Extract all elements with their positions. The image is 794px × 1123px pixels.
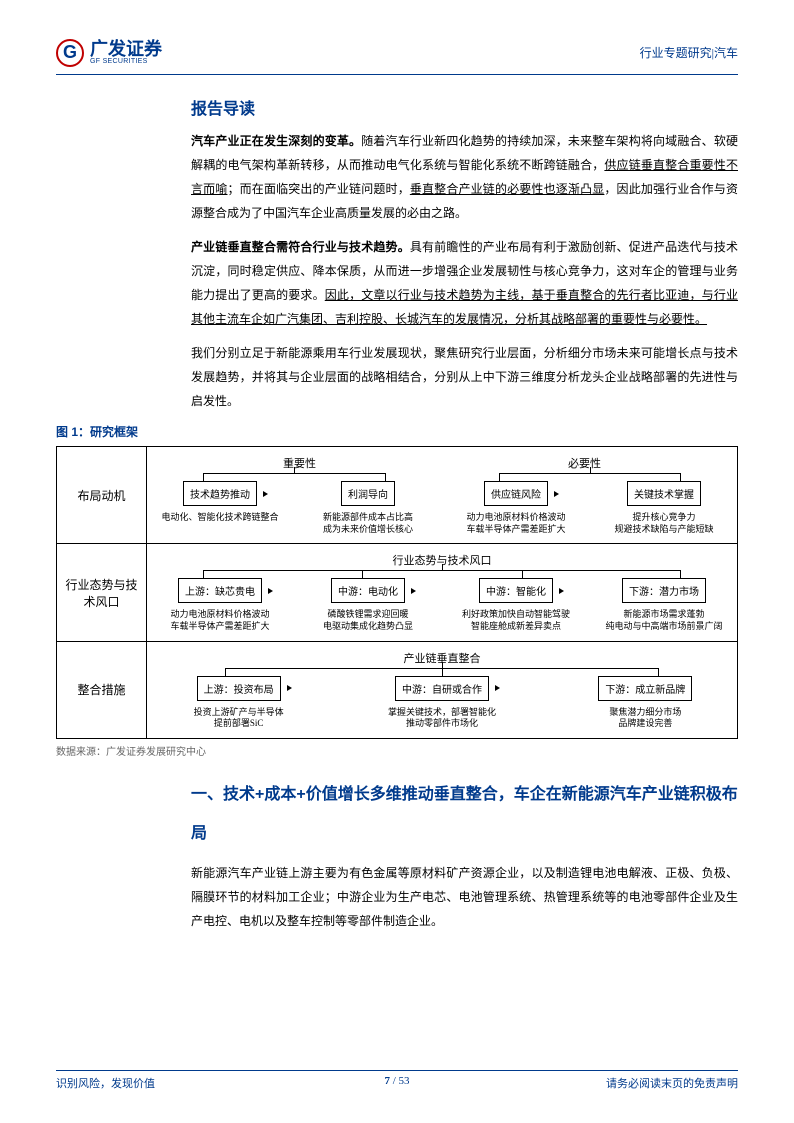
intro-title: 报告导读 [191, 95, 738, 119]
row1-sub-2: 新能源部件成本占比高成为未来价值增长核心 [323, 512, 413, 535]
row2-sub-1: 动力电池原材料价格波动车载半导体产需差距扩大 [170, 609, 269, 632]
page-number: 7 / 53 [384, 1075, 409, 1087]
row3-box-1: 上游：投资布局 [197, 676, 281, 701]
intro-para-1: 汽车产业正在发生深刻的变革。随着汽车行业新四化趋势的持续加深，未来整车架构将向域… [191, 129, 738, 225]
row2-sub-2: 磷酸铁锂需求迎回暖电驱动集成化趋势凸显 [323, 609, 413, 632]
row1-header-left: 重要性 [157, 455, 442, 471]
footer-right: 请务必阅读末页的免责声明 [606, 1075, 738, 1091]
diagram-row-1: 布局动机 重要性 必要性 技术趋势 [57, 447, 737, 544]
diagram-row-2: 行业态势与技术风口 行业态势与技术风口 上游：缺芯贵电 动力电池原材料价格波动车… [57, 544, 737, 641]
row1-sub-4: 提升核心竞争力规避技术缺陷与产能短缺 [614, 512, 713, 535]
figure-source: 数据来源：广发证券发展研究中心 [56, 743, 738, 758]
header-category: 行业专题研究|汽车 [640, 44, 738, 61]
figure-caption: 图 1：研究框架 [56, 423, 738, 440]
logo-en-text: GF SECURITIES [90, 58, 162, 65]
logo-mark: G [56, 39, 84, 67]
row2-sub-3: 利好政策加快自动智能驾驶智能座舱成新差异卖点 [462, 609, 570, 632]
row2-box-3: 中游：智能化 [479, 578, 553, 603]
footer-left: 识别风险，发现价值 [56, 1075, 155, 1091]
row1-box-1: 技术趋势推动 [183, 481, 257, 506]
intro-para-3: 我们分别立足于新能源乘用车行业发展现状，聚焦研究行业层面，分析细分市场未来可能增… [191, 341, 738, 413]
research-framework-diagram: 布局动机 重要性 必要性 技术趋势 [56, 446, 738, 739]
row3-sub-2: 掌握关键技术，部署智能化推动零部件市场化 [388, 707, 496, 730]
row3-sub-3: 聚焦潜力细分市场品牌建设完善 [609, 707, 681, 730]
row2-box-2: 中游：电动化 [331, 578, 405, 603]
section1-para-1: 新能源汽车产业链上游主要为有色金属等原材料矿产资源企业，以及制造锂电池电解液、正… [191, 861, 738, 933]
logo: G 广发证券 GF SECURITIES [56, 39, 162, 67]
row1-header-right: 必要性 [442, 455, 727, 471]
row1-box-3: 供应链风险 [484, 481, 548, 506]
logo-cn-text: 广发证券 [90, 40, 162, 58]
page-footer: 识别风险，发现价值 7 / 53 请务必阅读末页的免责声明 [56, 1070, 738, 1091]
intro-para-2: 产业链垂直整合需符合行业与技术趋势。具有前瞻性的产业布局有利于激励创新、促进产品… [191, 235, 738, 331]
row1-sub-3: 动力电池原材料价格波动车载半导体产需差距扩大 [466, 512, 565, 535]
row3-sub-1: 投资上游矿产与半导体提前部署SiC [194, 707, 284, 730]
row1-box-4: 关键技术掌握 [627, 481, 701, 506]
diagram-row-3: 整合措施 产业链垂直整合 上游：投资布局 投资上游矿产与半导体提前部署SiC [57, 642, 737, 738]
row1-sub-1: 电动化、智能化技术跨链整合 [161, 512, 278, 524]
section1-title: 一、技术+成本+价值增长多维推动垂直整合，车企在新能源汽车产业链积极布局 [191, 776, 738, 853]
content-area: 报告导读 汽车产业正在发生深刻的变革。随着汽车行业新四化趋势的持续加深，未来整车… [56, 95, 738, 943]
row2-label: 行业态势与技术风口 [57, 544, 147, 640]
row3-label: 整合措施 [57, 642, 147, 738]
row3-box-3: 下游：成立新品牌 [598, 676, 692, 701]
row1-box-2: 利润导向 [341, 481, 395, 506]
row2-box-4: 下游：潜力市场 [622, 578, 706, 603]
row3-box-2: 中游：自研或合作 [395, 676, 489, 701]
page-header: G 广发证券 GF SECURITIES 行业专题研究|汽车 [56, 35, 738, 75]
row1-label: 布局动机 [57, 447, 147, 543]
row2-sub-4: 新能源市场需求蓬勃纯电动与中高端市场前景广阔 [605, 609, 722, 632]
row2-box-1: 上游：缺芯贵电 [178, 578, 262, 603]
